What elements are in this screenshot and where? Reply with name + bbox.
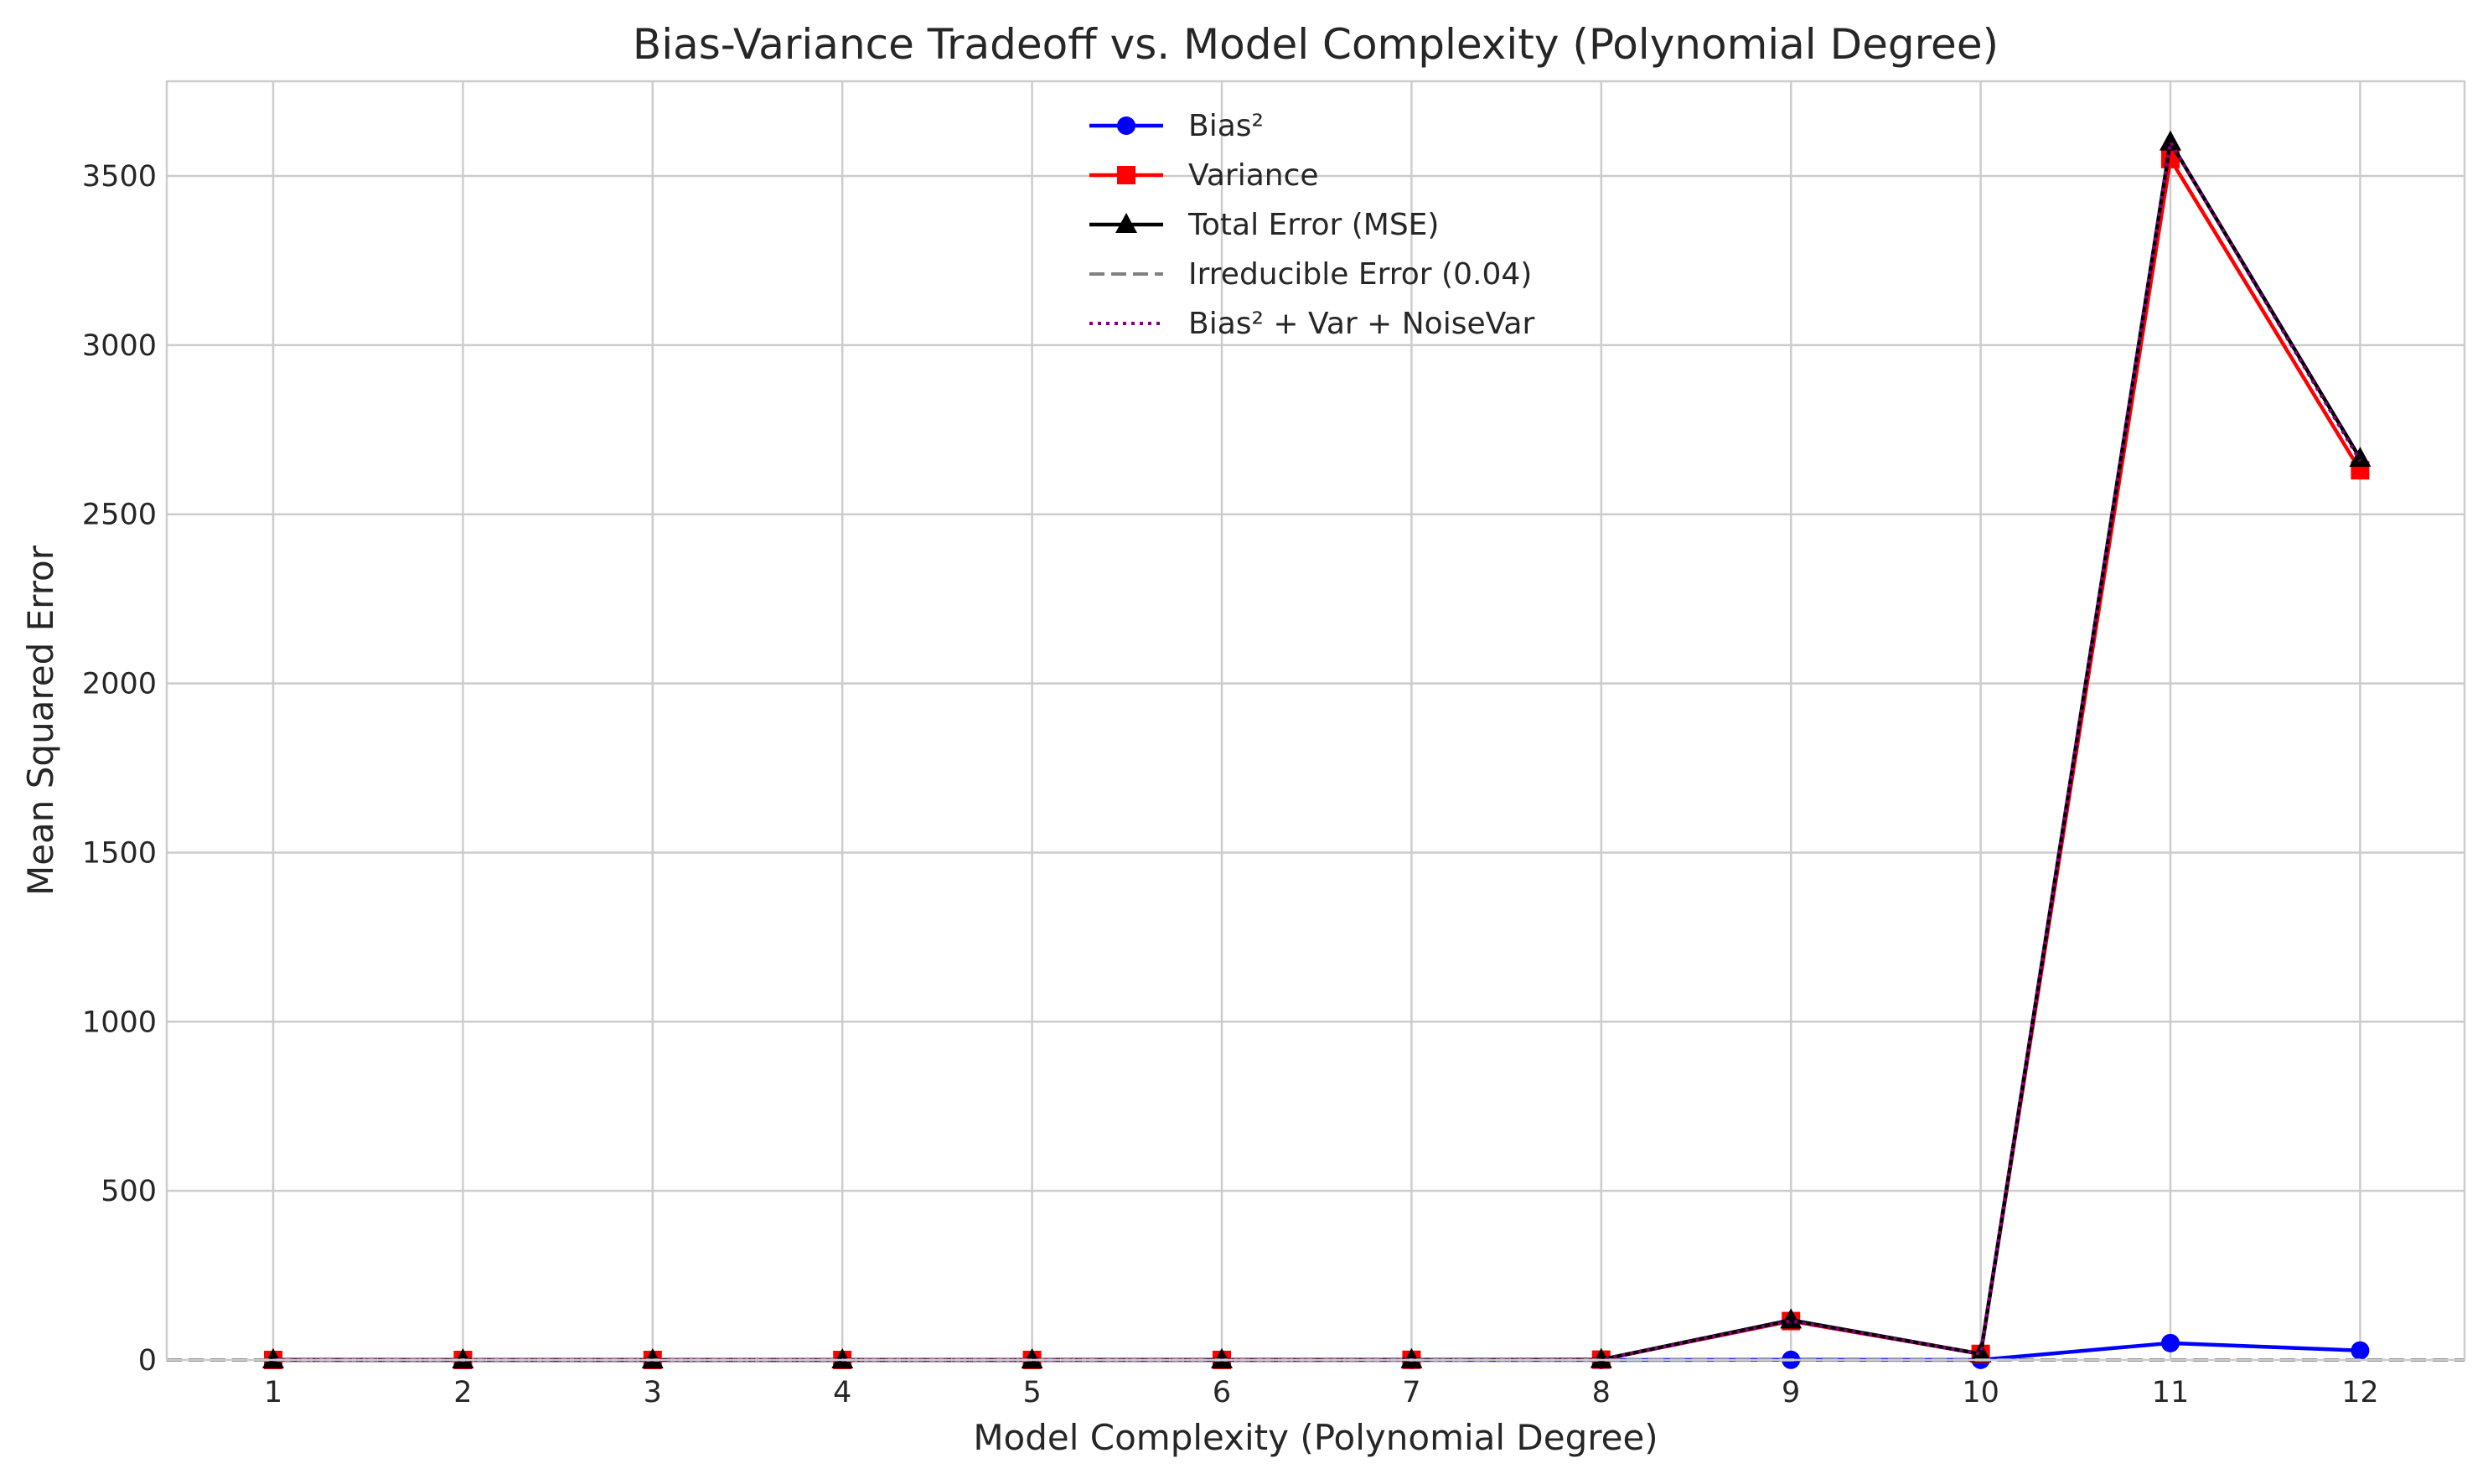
plot-frame — [165, 80, 2466, 1362]
data-point — [831, 1347, 854, 1368]
series-0 — [264, 1333, 2370, 1369]
y-tick-label: 3500 — [82, 160, 157, 194]
x-tick-label: 10 — [1962, 1376, 1999, 1409]
data-point — [2351, 1341, 2370, 1360]
data-point — [1021, 1347, 1043, 1368]
y-tick-label: 500 — [101, 1175, 157, 1208]
y-tick-label: 0 — [138, 1344, 157, 1378]
x-tick-label: 1 — [264, 1376, 282, 1409]
legend-marker — [1115, 213, 1137, 233]
x-tick-label: 3 — [644, 1376, 662, 1409]
x-tick-label: 8 — [1592, 1376, 1611, 1409]
x-tick-label: 12 — [2341, 1376, 2379, 1409]
data-point — [2349, 447, 2372, 468]
data-point — [262, 1347, 284, 1368]
x-tick-label: 7 — [1402, 1376, 1420, 1409]
data-point — [2161, 1333, 2180, 1352]
legend-entry: Bias² — [1089, 109, 1264, 143]
x-tick-label: 11 — [2152, 1376, 2190, 1409]
data-point — [2160, 130, 2181, 151]
legend: Bias² Variance Total Error (MSE) Irreducibl… — [1089, 109, 1534, 341]
legend-marker — [1117, 166, 1135, 184]
x-tick-label: 2 — [453, 1376, 472, 1409]
data-point — [1400, 1347, 1423, 1368]
chart-title: Bias-Variance Tradeoff vs. Model Complex… — [633, 20, 1999, 69]
data-point — [1969, 1342, 1992, 1362]
x-axis-label: Model Complexity (Polynomial Degree) — [973, 1417, 1658, 1458]
x-tick-label: 5 — [1022, 1376, 1041, 1409]
x-tick-label: 6 — [1213, 1376, 1231, 1409]
legend-entry: Bias² + Var + NoiseVar — [1089, 307, 1534, 341]
legend-entry: Irreducible Error (0.04) — [1089, 257, 1532, 292]
legend-label: Total Error (MSE) — [1187, 208, 1439, 242]
legend-entry: Total Error (MSE) — [1089, 208, 1439, 242]
legend-label: Irreducible Error (0.04) — [1188, 257, 1532, 292]
legend-entry: Variance — [1089, 158, 1319, 193]
x-tick-label: 9 — [1782, 1376, 1800, 1409]
legend-label: Bias² — [1188, 109, 1264, 143]
y-tick-label: 1000 — [82, 1006, 157, 1039]
y-tick-label: 3000 — [82, 329, 157, 363]
x-tick-label: 4 — [833, 1376, 851, 1409]
y-tick-label: 2500 — [82, 499, 157, 532]
legend-marker — [1117, 116, 1135, 135]
y-axis-label: Mean Squared Error — [20, 545, 61, 896]
y-tick-label: 2000 — [82, 668, 157, 701]
data-point — [452, 1347, 474, 1368]
data-point — [1590, 1347, 1612, 1368]
legend-label: Variance — [1188, 158, 1319, 193]
y-tick-label: 1500 — [82, 836, 157, 870]
legend-label: Bias² + Var + NoiseVar — [1188, 307, 1534, 341]
series-line — [272, 1341, 2361, 1362]
tick-labels: 1 2 3 4 5 6 7 8 9 10 11 120500100015002000250030003… — [82, 160, 2379, 1409]
